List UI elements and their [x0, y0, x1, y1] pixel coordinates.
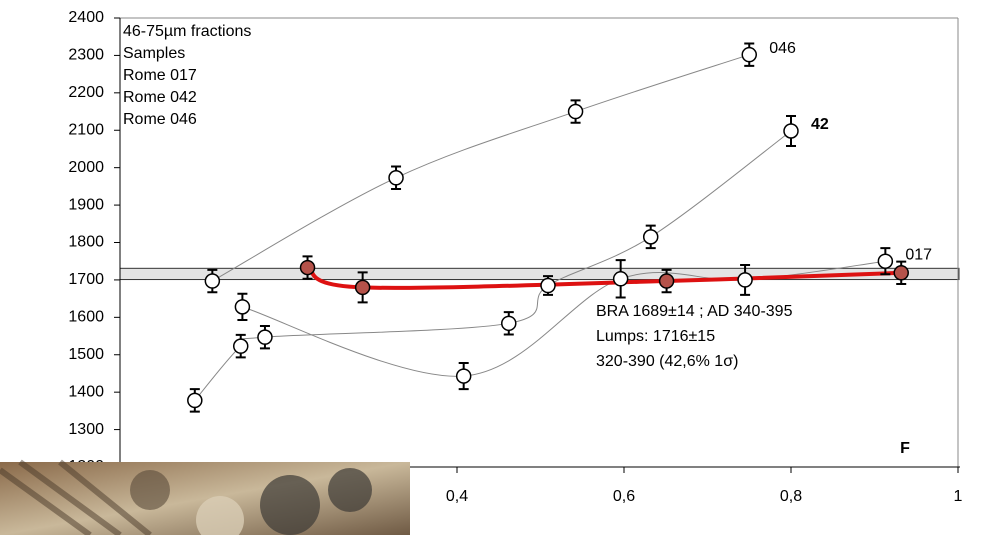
- y-tick-label: 1400: [68, 383, 104, 400]
- x-tick-label: 0,4: [446, 488, 468, 505]
- data-point: [541, 279, 555, 293]
- x-tick-label: 0,6: [613, 488, 635, 505]
- series-label: 017: [905, 246, 932, 263]
- data-point: [234, 339, 248, 353]
- data-point: [784, 124, 798, 138]
- y-tick-label: 1800: [68, 234, 104, 251]
- y-tick-label: 1300: [68, 421, 104, 438]
- y-tick-label: 2200: [68, 84, 104, 101]
- legend-text: Rome 042: [123, 89, 197, 106]
- data-point: [205, 274, 219, 288]
- x-tick-label: 1: [954, 488, 963, 505]
- y-tick-label: 1600: [68, 309, 104, 326]
- data-point: [356, 280, 370, 294]
- data-point: [644, 230, 658, 244]
- y-tick-label: 2400: [68, 9, 104, 26]
- data-point: [188, 393, 202, 407]
- chart: 1200130014001500160017001800190020002100…: [0, 0, 1007, 535]
- x-tick-label: 0,8: [780, 488, 802, 505]
- data-point: [742, 48, 756, 62]
- data-point: [502, 316, 516, 330]
- data-point: [614, 272, 628, 286]
- data-point: [235, 300, 249, 314]
- series-line: [212, 55, 749, 281]
- note-text: BRA 1689±14 ; AD 340-395: [596, 303, 793, 320]
- legend-text: Rome 017: [123, 67, 197, 84]
- data-point: [457, 369, 471, 383]
- series-label: 42: [811, 116, 829, 133]
- y-tick-label: 1900: [68, 196, 104, 213]
- y-tick-label: 2300: [68, 47, 104, 64]
- x-axis-label: F: [900, 440, 910, 457]
- legend-text: Rome 046: [123, 111, 197, 128]
- data-point: [569, 105, 583, 119]
- data-point: [660, 274, 674, 288]
- data-point: [389, 171, 403, 185]
- note-text: Lumps: 1716±15: [596, 328, 715, 345]
- data-point: [878, 254, 892, 268]
- y-tick-label: 1700: [68, 271, 104, 288]
- data-point: [894, 266, 908, 280]
- data-point: [738, 273, 752, 287]
- legend-text: Samples: [123, 45, 185, 62]
- y-tick-label: 2100: [68, 121, 104, 138]
- mosaic-photo: [0, 462, 410, 535]
- note-text: 320-390 (42,6% 1σ): [596, 353, 738, 370]
- y-tick-label: 2000: [68, 159, 104, 176]
- legend-text: 46-75µm fractions: [123, 23, 251, 40]
- series-label: 046: [769, 40, 796, 57]
- y-tick-label: 1500: [68, 346, 104, 363]
- data-point: [258, 330, 272, 344]
- data-point: [301, 261, 315, 275]
